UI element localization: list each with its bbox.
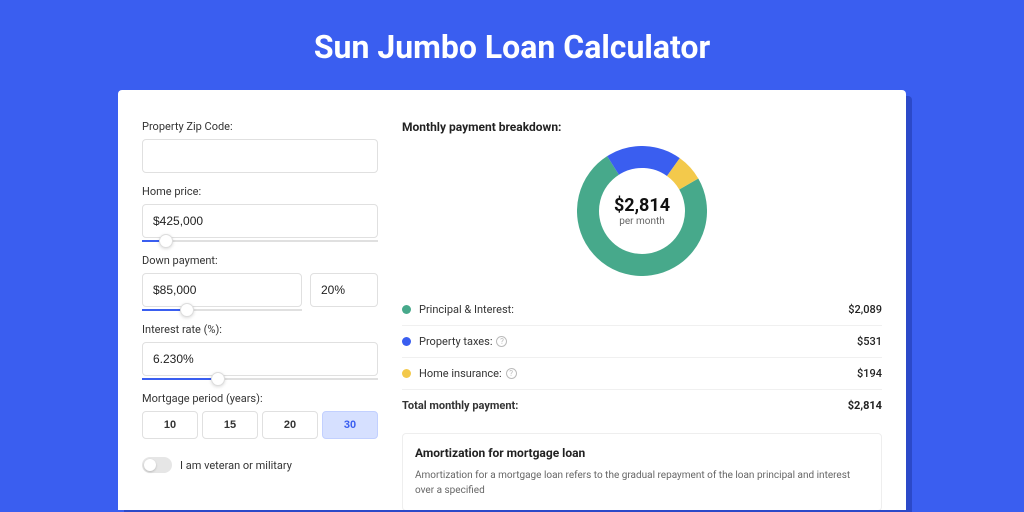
veteran-label: I am veteran or military [180, 459, 292, 472]
breakdown-row: Principal & Interest:$2,089 [402, 294, 882, 325]
amortization-card: Amortization for mortgage loan Amortizat… [402, 433, 882, 510]
period-label: Mortgage period (years): [142, 392, 378, 405]
toggle-knob-icon [144, 459, 156, 471]
amortization-text: Amortization for a mortgage loan refers … [415, 468, 869, 498]
info-icon[interactable]: ? [506, 368, 517, 379]
breakdown-row: Home insurance:?$194 [402, 357, 882, 389]
breakdown-title: Monthly payment breakdown: [402, 120, 882, 134]
down-payment-input[interactable] [142, 273, 302, 307]
home-price-label: Home price: [142, 185, 378, 198]
period-button-group: 10152030 [142, 411, 378, 439]
breakdown-label: Principal & Interest: [419, 303, 848, 316]
breakdown-row: Property taxes:?$531 [402, 325, 882, 357]
calculator-card: Property Zip Code: Home price: Down paym… [118, 90, 906, 510]
down-payment-slider[interactable] [142, 309, 302, 311]
breakdown-value: $2,089 [848, 303, 882, 316]
home-price-input[interactable] [142, 204, 378, 238]
total-value: $2,814 [848, 399, 882, 412]
home-price-slider[interactable] [142, 240, 378, 242]
period-btn-10[interactable]: 10 [142, 411, 198, 439]
donut-amount: $2,814 [614, 195, 670, 216]
breakdown-label: Home insurance:? [419, 367, 857, 380]
down-payment-pct-input[interactable] [310, 273, 378, 307]
slider-thumb-icon[interactable] [180, 303, 194, 317]
veteran-toggle[interactable] [142, 457, 172, 473]
period-btn-15[interactable]: 15 [202, 411, 258, 439]
zip-label: Property Zip Code: [142, 120, 378, 133]
donut-sub: per month [614, 216, 670, 227]
slider-thumb-icon[interactable] [159, 234, 173, 248]
slider-thumb-icon[interactable] [211, 372, 225, 386]
interest-slider[interactable] [142, 378, 378, 380]
legend-dot-icon [402, 369, 411, 378]
legend-dot-icon [402, 305, 411, 314]
interest-label: Interest rate (%): [142, 323, 378, 336]
amortization-title: Amortization for mortgage loan [415, 446, 869, 460]
donut-chart: $2,814 per month [402, 146, 882, 276]
breakdown-value: $194 [857, 367, 882, 380]
period-btn-20[interactable]: 20 [262, 411, 318, 439]
info-icon[interactable]: ? [496, 336, 507, 347]
interest-input[interactable] [142, 342, 378, 376]
total-label: Total monthly payment: [402, 399, 848, 412]
total-row: Total monthly payment: $2,814 [402, 389, 882, 421]
breakdown-column: Monthly payment breakdown: $2,814 per mo… [402, 114, 882, 510]
breakdown-value: $531 [857, 335, 882, 348]
down-payment-label: Down payment: [142, 254, 378, 267]
legend-dot-icon [402, 337, 411, 346]
page-title: Sun Jumbo Loan Calculator [0, 0, 1024, 90]
breakdown-label: Property taxes:? [419, 335, 857, 348]
period-btn-30[interactable]: 30 [322, 411, 378, 439]
zip-input[interactable] [142, 139, 378, 173]
form-column: Property Zip Code: Home price: Down paym… [142, 114, 378, 510]
